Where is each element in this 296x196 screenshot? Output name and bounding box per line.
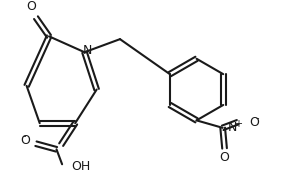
Text: OH: OH [71, 160, 91, 173]
Text: N: N [227, 121, 237, 134]
Text: N: N [83, 44, 92, 57]
Text: -: - [22, 131, 25, 141]
Text: -: - [255, 113, 259, 123]
Text: O: O [220, 151, 229, 164]
Text: O: O [26, 0, 36, 13]
Text: O: O [20, 134, 30, 147]
Text: O: O [249, 116, 259, 129]
Text: +: + [234, 119, 242, 129]
